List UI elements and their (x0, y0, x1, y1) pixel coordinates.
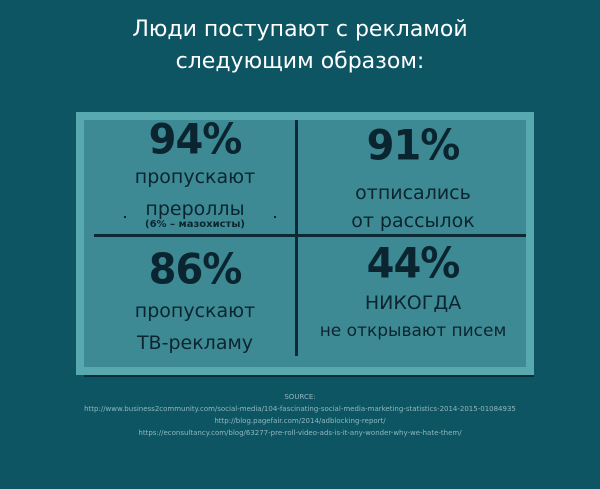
stats-card (76, 112, 534, 375)
title-line-1: Люди поступают с рекламой (132, 17, 468, 42)
stat-cell-unsubscribe: 91% отписались от рассылок (305, 121, 521, 234)
source-link[interactable]: http://www.business2community.com/social… (84, 405, 516, 413)
stat-percent: 86% (148, 245, 243, 295)
grid-divider-vertical (295, 120, 298, 356)
decor-dot (274, 216, 276, 218)
stat-percent: 91% (366, 121, 461, 171)
stat-percent: 94% (148, 115, 243, 165)
stat-label-line-2: от рассылок (351, 210, 475, 232)
stat-label-line-1: НИКОГДА (364, 292, 462, 314)
stat-label-line-2: ТВ-рекламу (136, 332, 254, 354)
stat-label-line-1: пропускают (134, 300, 256, 322)
grid-divider-horizontal (94, 234, 526, 237)
sources-heading: SOURCE: (284, 393, 316, 401)
stat-cell-preroll: 94% пропускают прероллы (6% – мазохисты) (100, 115, 290, 231)
source-link[interactable]: http://blog.pagefair.com/2014/adblocking… (214, 417, 386, 425)
stat-label-line-2: прероллы (145, 198, 245, 220)
stat-label-line-1: пропускают (134, 166, 256, 188)
stat-label-line-1: отписались (355, 182, 471, 204)
page-title: Люди поступают с рекламой следующим обра… (0, 14, 600, 78)
stat-percent: 44% (366, 239, 461, 289)
stat-label-line-2: не открывают писем (319, 321, 507, 341)
stat-cell-email: 44% НИКОГДА не открывают писем (300, 239, 526, 344)
sources-block: SOURCE: http://www.business2community.co… (0, 391, 600, 439)
title-line-2: следующим образом: (175, 49, 425, 74)
stat-note: (6% – мазохисты) (145, 219, 245, 230)
stat-cell-tv: 86% пропускают ТВ-рекламу (100, 245, 290, 356)
source-link[interactable]: https://econsultancy.com/blog/63277-pre-… (138, 429, 462, 437)
decor-dot (124, 216, 126, 218)
